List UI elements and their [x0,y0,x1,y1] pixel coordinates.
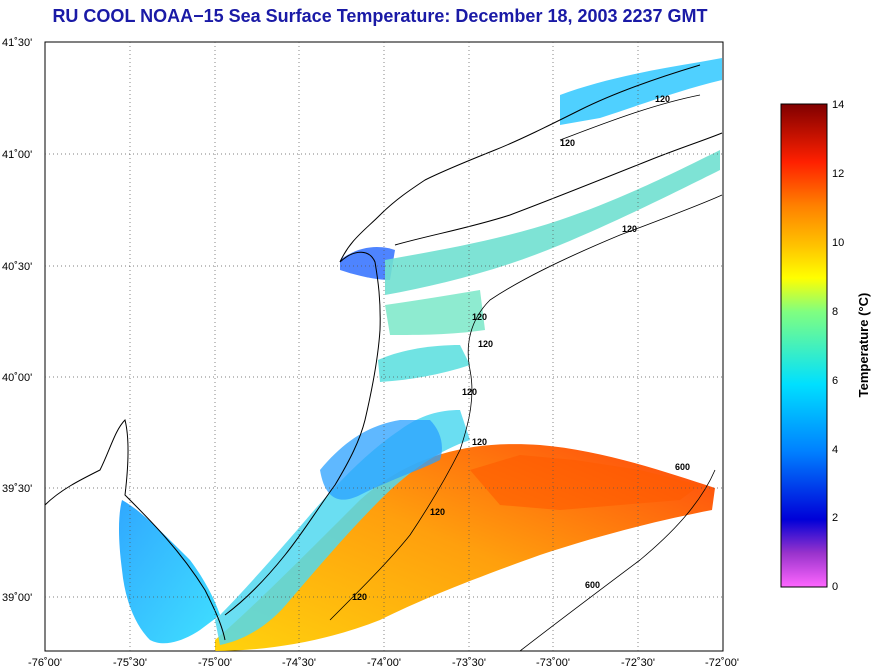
lat-tick-label: 39˚30' [2,483,32,495]
colorbar-tick: 12 [832,168,844,180]
colorbar-tick: 2 [832,512,838,524]
colorbar-tick: 4 [832,444,838,456]
lon-tick-label: -75˚30' [113,657,147,669]
delaware-coastline [45,419,226,641]
lon-tick-label: -75˚00' [198,657,232,669]
contour-label: 600 [675,462,690,472]
coastal-cold-patch [320,420,442,500]
contour-label: 600 [585,580,600,590]
long-island-sound-sst [560,58,722,125]
lon-tick-label: -76˚00' [28,657,62,669]
contour-120m [329,194,723,621]
contour-label: 120 [472,312,487,322]
lat-tick-label: 40˚30' [2,261,32,273]
sst-data-layer [119,58,722,651]
coastline-layer [45,64,723,641]
lon-tick-label: -72˚00' [705,657,739,669]
new-jersey-coastline [224,251,381,616]
lat-tick-label: 39˚00' [2,592,32,604]
contour-labels: 120 120 120 120 120 120 120 120 120 600 … [352,94,690,602]
colorbar-tick: 8 [832,306,838,318]
lon-tick-label: -72˚30' [621,657,655,669]
contour-600m [519,469,716,651]
ny-bight-cold-water [340,247,395,280]
contour-label: 120 [655,94,670,104]
temperature-colorbar: 14 12 10 8 6 4 2 0 Temperature (°C) [780,99,871,593]
contour-label: 120 [430,507,445,517]
contour-120m-north [559,94,701,141]
lat-tick-label: 41˚00' [2,149,32,161]
colorbar-gradient [780,103,828,588]
shelf-sst-patch [385,290,485,335]
contour-label: 120 [352,592,367,602]
mid-shelf-sst-patch [378,345,470,382]
contour-label: 120 [472,437,487,447]
warm-core-speckles [470,455,700,510]
map-title: RU COOL NOAA−15 Sea Surface Temperature:… [52,6,708,26]
lon-tick-label: -74˚00' [367,657,401,669]
lat-tick-label: 41˚30' [2,37,32,49]
contour-label: 120 [478,339,493,349]
contour-label: 120 [462,387,477,397]
colorbar-tick: 6 [832,375,838,387]
longitude-axis: -76˚00' -75˚30' -75˚00' -74˚30' -74˚00' … [28,657,739,669]
colorbar-tick: 14 [832,99,844,111]
contour-label: 120 [560,138,575,148]
lon-tick-label: -74˚30' [282,657,316,669]
colorbar-tick: 10 [832,237,844,249]
contour-label: 120 [622,224,637,234]
lon-tick-label: -73˚30' [452,657,486,669]
lat-tick-label: 40˚00' [2,372,32,384]
graticule [45,42,723,651]
long-island-coastline [394,132,723,246]
colorbar-tick: 0 [832,581,838,593]
bathymetry-contours [329,94,723,651]
latitude-axis: 41˚30' 41˚00' 40˚30' 40˚00' 39˚30' 39˚00… [2,37,32,604]
lon-tick-label: -73˚00' [536,657,570,669]
colorbar-title: Temperature (°C) [856,293,871,398]
delaware-bay-sst [119,500,220,644]
ct-ny-coastline [339,64,701,263]
